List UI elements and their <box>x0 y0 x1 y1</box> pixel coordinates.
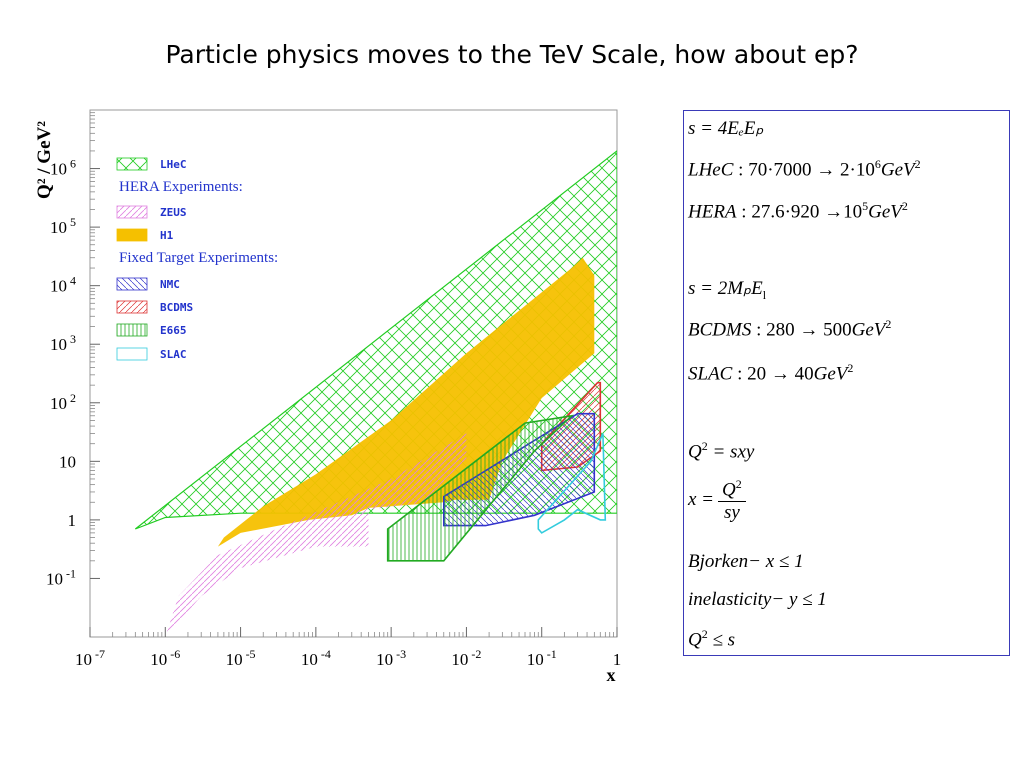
legend-swatch-zeus <box>116 205 148 219</box>
regions-layer <box>134 150 617 637</box>
region-slac <box>537 433 607 534</box>
formula-box: s = 4EₑEₚ LHeC : 70·7000 → 2·106GeV2 HER… <box>683 110 1010 656</box>
formula-x-definition: x = Q2 sy <box>688 477 746 524</box>
formula-q2-definition: Q2 = sxy <box>688 439 755 463</box>
x-tick-label: 10 -3 <box>376 647 406 669</box>
x-axis-label: x <box>607 665 616 685</box>
region-zeus <box>165 433 467 637</box>
legend-label-slac: SLAC <box>160 348 187 361</box>
y-tick-label: 10 3 <box>50 332 76 354</box>
y-tick-label: 1 <box>68 511 77 530</box>
legend-label-bcdms: BCDMS <box>160 301 193 314</box>
legend-swatch-nmc <box>116 277 148 291</box>
y-tick-label: 10 4 <box>50 274 76 296</box>
slide-title: Particle physics moves to the TeV Scale,… <box>165 40 859 69</box>
region-h1 <box>217 257 595 547</box>
x-tick-label: 10 -5 <box>226 647 256 669</box>
x-tick-label: 10 -4 <box>301 647 331 669</box>
legend-swatch-lhec <box>116 157 148 171</box>
legend-swatch-slac <box>116 347 148 361</box>
formula-inelasticity: inelasticity− y ≤ 1 <box>688 589 827 610</box>
legend-header: HERA Experiments: <box>119 179 243 195</box>
legend-swatch-bcdms <box>116 300 148 314</box>
legend-label-e665: E665 <box>160 324 187 337</box>
legend-label-lhec: LHeC <box>160 158 187 171</box>
kinematic-plane-chart: 10 -7 10 -6 10 -5 10 -4 10 -3 10 -2 10 -1 1 10 -… <box>34 109 622 685</box>
y-tick-label: 10 <box>59 452 76 471</box>
y-tick-label: 10 5 <box>50 215 76 237</box>
legend-label-zeus: ZEUS <box>160 206 187 219</box>
legend-swatch-e665 <box>116 323 148 337</box>
axes-layer: 10 -7 10 -6 10 -5 10 -4 10 -3 10 -2 10 -1 1 10 -… <box>46 112 622 669</box>
formula-bjorken-x: Bjorken− x ≤ 1 <box>688 551 804 572</box>
formula-bcdms: BCDMS : 280 → 500GeV2 <box>688 317 892 341</box>
x-tick-label: 10 -6 <box>150 647 180 669</box>
y-axis-label: Q² / GeV² <box>34 121 55 199</box>
x-tick-label: 10 -2 <box>451 647 481 669</box>
legend-header: Fixed Target Experiments: <box>119 250 278 266</box>
formula-q2-bound: Q2 ≤ s <box>688 627 736 651</box>
x-tick-label: 10 -7 <box>75 647 105 669</box>
x-tick-label: 10 -1 <box>527 647 557 669</box>
formula-hera: HERA : 27.6·920 →105GeV2 <box>688 199 908 223</box>
region-e665 <box>386 414 575 562</box>
formula-s-fixed-target: s = 2MₚEl <box>688 278 767 302</box>
legend-label-nmc: NMC <box>160 278 180 291</box>
legend-label-h1: H1 <box>160 229 174 242</box>
legend: LHeC HERA Experiments: ZEUS H1 Fixed Target … <box>116 157 278 361</box>
formula-s-collider: s = 4EₑEₚ <box>688 118 764 139</box>
x-tick-label: 1 <box>613 650 622 669</box>
formula-slac: SLAC : 20 → 40GeV2 <box>688 361 854 385</box>
legend-swatch-h1 <box>116 228 148 242</box>
y-tick-label: 10 -1 <box>46 566 76 588</box>
formula-lhec: LHeC : 70·7000 → 2·106GeV2 <box>688 157 921 181</box>
y-tick-label: 10 2 <box>50 391 76 413</box>
